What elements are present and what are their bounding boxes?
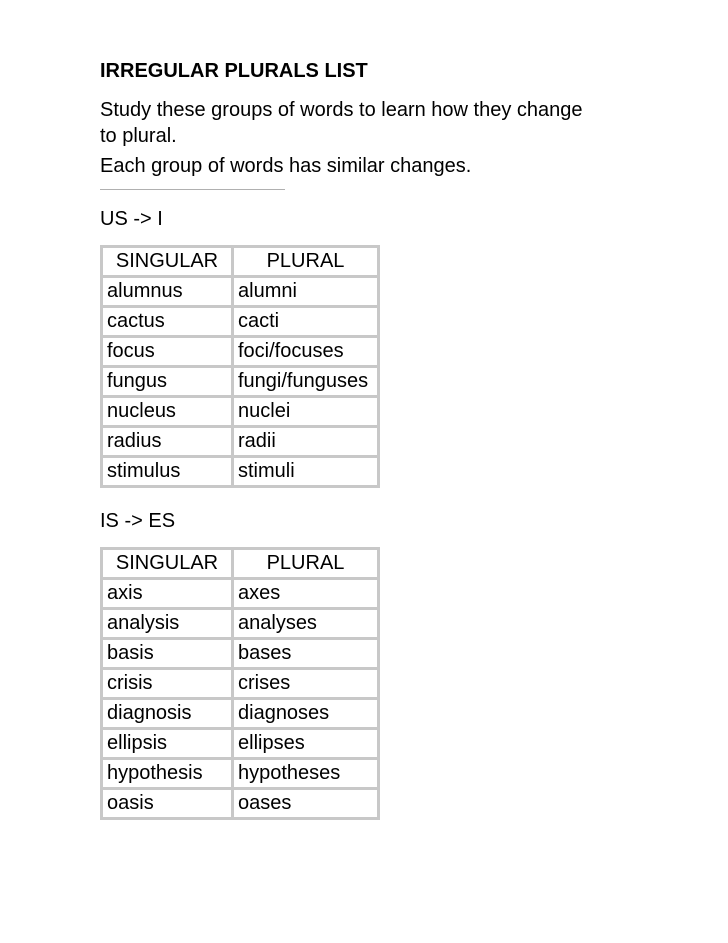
cell-singular: diagnosis bbox=[102, 699, 232, 728]
table-row: ellipsis ellipses bbox=[102, 729, 378, 758]
cell-plural: foci/focuses bbox=[233, 337, 378, 366]
cell-plural: oases bbox=[233, 789, 378, 818]
plural-table-is-es: SINGULAR PLURAL axis axes analysis analy… bbox=[100, 547, 380, 820]
table-row: crisis crises bbox=[102, 669, 378, 698]
col-header-plural: PLURAL bbox=[233, 549, 378, 578]
separator-rule bbox=[100, 189, 285, 190]
page-title: IRREGULAR PLURALS LIST bbox=[100, 60, 600, 83]
table-row: radius radii bbox=[102, 427, 378, 456]
cell-plural: ellipses bbox=[233, 729, 378, 758]
cell-plural: hypotheses bbox=[233, 759, 378, 788]
cell-singular: nucleus bbox=[102, 397, 232, 426]
plural-table-us-i: SINGULAR PLURAL alumnus alumni cactus ca… bbox=[100, 245, 380, 488]
cell-plural: cacti bbox=[233, 307, 378, 336]
table-header-row: SINGULAR PLURAL bbox=[102, 247, 378, 276]
cell-singular: basis bbox=[102, 639, 232, 668]
table-row: fungus fungi/funguses bbox=[102, 367, 378, 396]
table-row: alumnus alumni bbox=[102, 277, 378, 306]
cell-plural: bases bbox=[233, 639, 378, 668]
cell-plural: fungi/funguses bbox=[233, 367, 378, 396]
col-header-singular: SINGULAR bbox=[102, 247, 232, 276]
table-row: analysis analyses bbox=[102, 609, 378, 638]
intro-line-1: Study these groups of words to learn how… bbox=[100, 97, 600, 149]
table-header-row: SINGULAR PLURAL bbox=[102, 549, 378, 578]
cell-plural: axes bbox=[233, 579, 378, 608]
cell-plural: alumni bbox=[233, 277, 378, 306]
group-heading-us-i: US -> I bbox=[100, 208, 600, 231]
cell-singular: analysis bbox=[102, 609, 232, 638]
cell-singular: axis bbox=[102, 579, 232, 608]
cell-plural: stimuli bbox=[233, 457, 378, 486]
cell-plural: nuclei bbox=[233, 397, 378, 426]
group-heading-is-es: IS -> ES bbox=[100, 510, 600, 533]
document-page: IRREGULAR PLURALS LIST Study these group… bbox=[0, 0, 600, 820]
cell-singular: ellipsis bbox=[102, 729, 232, 758]
table-row: axis axes bbox=[102, 579, 378, 608]
intro-line-2: Each group of words has similar changes. bbox=[100, 153, 600, 179]
cell-singular: crisis bbox=[102, 669, 232, 698]
cell-singular: focus bbox=[102, 337, 232, 366]
table-row: stimulus stimuli bbox=[102, 457, 378, 486]
table-row: hypothesis hypotheses bbox=[102, 759, 378, 788]
table-row: basis bases bbox=[102, 639, 378, 668]
cell-plural: crises bbox=[233, 669, 378, 698]
cell-singular: stimulus bbox=[102, 457, 232, 486]
cell-plural: analyses bbox=[233, 609, 378, 638]
table-row: nucleus nuclei bbox=[102, 397, 378, 426]
table-row: focus foci/focuses bbox=[102, 337, 378, 366]
col-header-singular: SINGULAR bbox=[102, 549, 232, 578]
cell-singular: oasis bbox=[102, 789, 232, 818]
cell-plural: diagnoses bbox=[233, 699, 378, 728]
table-row: oasis oases bbox=[102, 789, 378, 818]
col-header-plural: PLURAL bbox=[233, 247, 378, 276]
cell-singular: alumnus bbox=[102, 277, 232, 306]
table-row: cactus cacti bbox=[102, 307, 378, 336]
cell-singular: cactus bbox=[102, 307, 232, 336]
table-row: diagnosis diagnoses bbox=[102, 699, 378, 728]
cell-singular: radius bbox=[102, 427, 232, 456]
cell-singular: hypothesis bbox=[102, 759, 232, 788]
cell-singular: fungus bbox=[102, 367, 232, 396]
cell-plural: radii bbox=[233, 427, 378, 456]
